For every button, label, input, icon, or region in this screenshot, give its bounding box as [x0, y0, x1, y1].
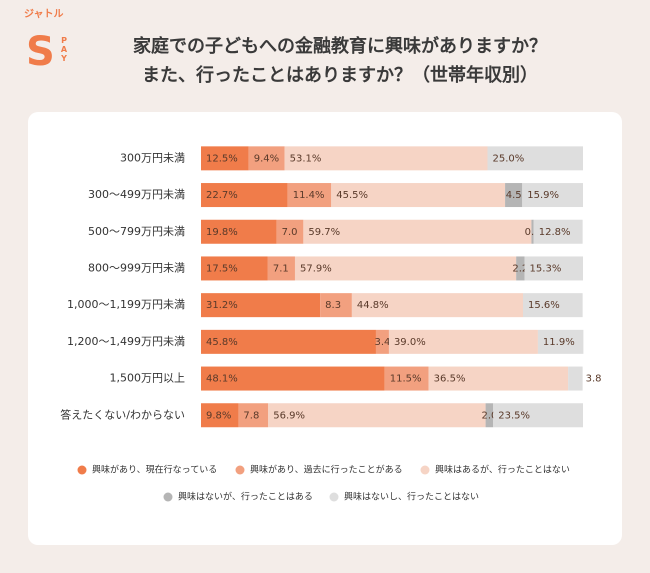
value-label: 2.0: [481, 410, 497, 421]
bar-segment: [284, 146, 488, 171]
bar-segment: [384, 366, 429, 391]
bar-segment: [537, 329, 584, 354]
y-tick-label: 1,000〜1,199万円未満: [67, 298, 185, 311]
bar-segment: [238, 403, 269, 428]
bar-segment: [201, 293, 321, 318]
y-tick-label: 1,500万円以上: [110, 372, 186, 385]
legend-label: 興味はあるが、行ったことはない: [435, 464, 570, 476]
value-label: 15.9%: [527, 190, 559, 201]
legend-marker: [235, 465, 245, 475]
value-label: 36.5%: [434, 374, 466, 385]
value-label: 56.9%: [273, 410, 305, 421]
bar-segment: [487, 146, 583, 171]
chart-title: また、行ったことはありますか？（世帯年収別）: [142, 64, 538, 86]
legend-label: 興味はないが、行ったことはある: [178, 491, 313, 503]
chart-title: 家庭での子どもへの金融教育に興味がありますか？: [133, 35, 547, 57]
value-label: 57.9%: [300, 263, 332, 274]
bar-segment: [331, 183, 506, 208]
bar-segment: [320, 293, 352, 318]
bar-segment: [201, 256, 268, 281]
bar-segment: [248, 146, 285, 171]
bar-segment: [201, 219, 277, 244]
value-label: 19.8%: [206, 227, 238, 238]
value-label: 11.9%: [543, 337, 575, 348]
bar-segment: [533, 219, 583, 244]
value-label: 15.6%: [528, 300, 560, 311]
card: [28, 112, 622, 545]
value-label: 11.5%: [390, 374, 422, 385]
value-label: 12.5%: [206, 153, 238, 164]
legend-marker: [420, 465, 430, 475]
value-label: 25.0%: [493, 153, 525, 164]
legend-label: 興味があり、過去に行ったことがある: [250, 464, 403, 476]
value-label: 48.1%: [206, 374, 238, 385]
value-label: 2.2: [512, 263, 528, 274]
bar-segment: [505, 183, 523, 208]
value-label: 17.5%: [206, 263, 238, 274]
value-label: 3.4: [374, 337, 390, 348]
legend-marker: [77, 465, 87, 475]
logo-mark: S: [26, 29, 55, 75]
value-label: 45.5%: [336, 190, 368, 201]
bar-segment: [388, 329, 538, 354]
bar-segment: [351, 293, 524, 318]
bar-segment: [201, 183, 288, 208]
bar-segment: [268, 403, 486, 428]
y-tick-label: 300万円未満: [120, 151, 185, 164]
value-label: 4.5: [506, 190, 522, 201]
bar-segment: [523, 293, 583, 318]
y-tick-label: 答えたくない/わからない: [60, 407, 185, 421]
legend-label: 興味はないし、行ったことはない: [344, 491, 479, 503]
legend-marker: [163, 492, 173, 502]
value-label: 7.8: [243, 410, 259, 421]
bar-segment: [493, 403, 583, 428]
bar-segment: [201, 146, 249, 171]
value-label: 3.8: [586, 374, 602, 385]
value-label: 53.1%: [290, 153, 322, 164]
value-label: 7.1: [273, 263, 289, 274]
bar-segment: [524, 256, 583, 281]
legend-marker: [329, 492, 339, 502]
bar-segment: [294, 256, 517, 281]
bar-segment: [568, 366, 583, 391]
value-label: 39.0%: [394, 337, 426, 348]
bar-segment: [428, 366, 569, 391]
value-label: 7.0: [282, 227, 298, 238]
bar-segment: [276, 219, 304, 244]
value-label: 9.4%: [254, 153, 279, 164]
legend-label: 興味があり、現在行なっている: [92, 464, 217, 476]
logo-side: PAY: [60, 36, 69, 63]
y-tick-label: 500〜799万円未満: [88, 225, 185, 238]
value-label: 12.8%: [539, 227, 571, 238]
bar-segment: [303, 219, 532, 244]
logo-top: ジャトル: [24, 8, 64, 20]
value-label: 44.8%: [357, 300, 389, 311]
value-label: 0.6: [525, 227, 541, 238]
value-label: 8.3: [325, 300, 341, 311]
y-tick-label: 1,200〜1,499万円未満: [67, 335, 185, 348]
value-label: 9.8%: [206, 410, 231, 421]
bar-segment: [516, 256, 525, 281]
bar-segment: [267, 256, 295, 281]
y-tick-label: 300〜499万円未満: [88, 188, 185, 201]
bar-segment: [375, 329, 389, 354]
bar-segment: [522, 183, 583, 208]
bar-segment: [201, 366, 385, 391]
value-label: 31.2%: [206, 300, 238, 311]
value-label: 59.7%: [308, 227, 340, 238]
value-label: 15.3%: [530, 263, 562, 274]
value-label: 22.7%: [206, 190, 238, 201]
value-label: 45.8%: [206, 337, 238, 348]
y-tick-label: 800〜999万円未満: [88, 261, 185, 274]
bar-segment: [201, 403, 239, 428]
bar-segment: [201, 329, 376, 354]
value-label: 11.4%: [293, 190, 325, 201]
value-label: 23.5%: [498, 410, 530, 421]
bar-segment: [287, 183, 332, 208]
bar-segment: [531, 219, 534, 244]
bar-segment: [485, 403, 494, 428]
